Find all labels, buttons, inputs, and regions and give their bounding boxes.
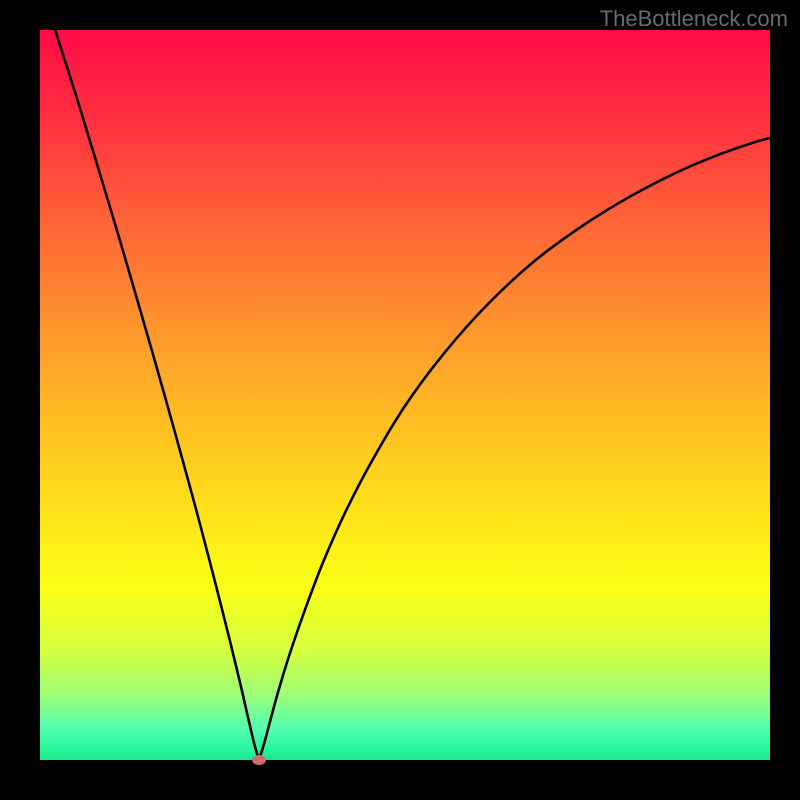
chart-wrapper: TheBottleneck.com [0, 0, 800, 800]
minimum-marker [252, 755, 266, 765]
plot-background [40, 30, 770, 760]
watermark-text: TheBottleneck.com [600, 6, 788, 32]
bottleneck-curve-chart [0, 0, 800, 800]
